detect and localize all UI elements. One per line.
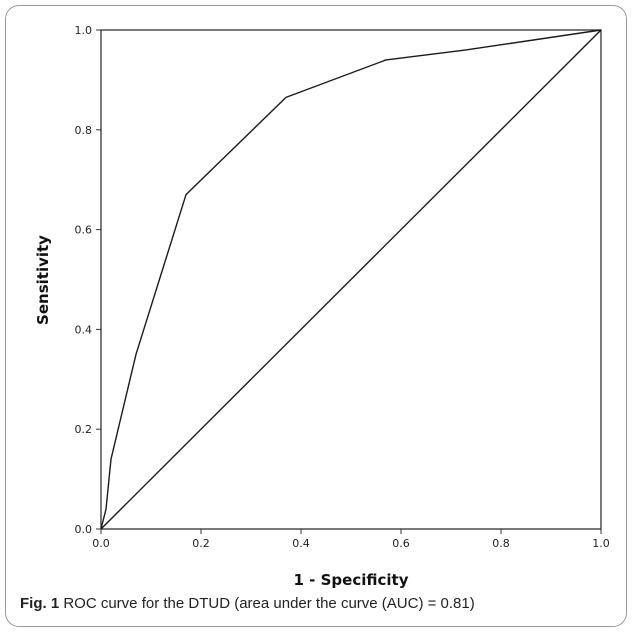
figure-label: Fig. 1 xyxy=(20,595,60,612)
x-tick-label: 0.6 xyxy=(392,537,410,550)
y-tick-label: 1.0 xyxy=(75,24,93,37)
series-layer xyxy=(100,29,602,530)
y-tick-label: 0.6 xyxy=(75,224,93,237)
x-axis-title: 1 - Specificity xyxy=(294,571,409,589)
x-tick-label: 0.4 xyxy=(292,537,310,550)
plot-area xyxy=(100,29,602,530)
x-tick-label: 1.0 xyxy=(592,537,610,550)
x-tick-label: 0.2 xyxy=(192,537,210,550)
y-tick-label: 0.0 xyxy=(75,523,93,536)
y-tick-label: 0.2 xyxy=(75,423,93,436)
figure-caption: Fig. 1 ROC curve for the DTUD (area unde… xyxy=(20,595,475,612)
y-tick-label: 0.8 xyxy=(75,124,93,137)
caption-text: ROC curve for the DTUD (area under the c… xyxy=(63,595,475,612)
x-axis-ticks: 0.0 0.2 0.4 0.6 0.8 1.0 xyxy=(92,529,610,550)
reference-diagonal-line xyxy=(100,29,602,530)
roc-curve-line xyxy=(100,29,602,530)
x-tick-label: 0.8 xyxy=(492,537,510,550)
figure-frame xyxy=(5,5,627,627)
x-tick-label: 0.0 xyxy=(92,537,110,550)
plot-frame xyxy=(100,29,602,530)
y-tick-label: 0.4 xyxy=(75,323,93,336)
y-axis-ticks: 0.0 0.2 0.4 0.6 0.8 1.0 xyxy=(75,24,101,536)
y-axis-title: Sensitivity xyxy=(34,235,52,325)
